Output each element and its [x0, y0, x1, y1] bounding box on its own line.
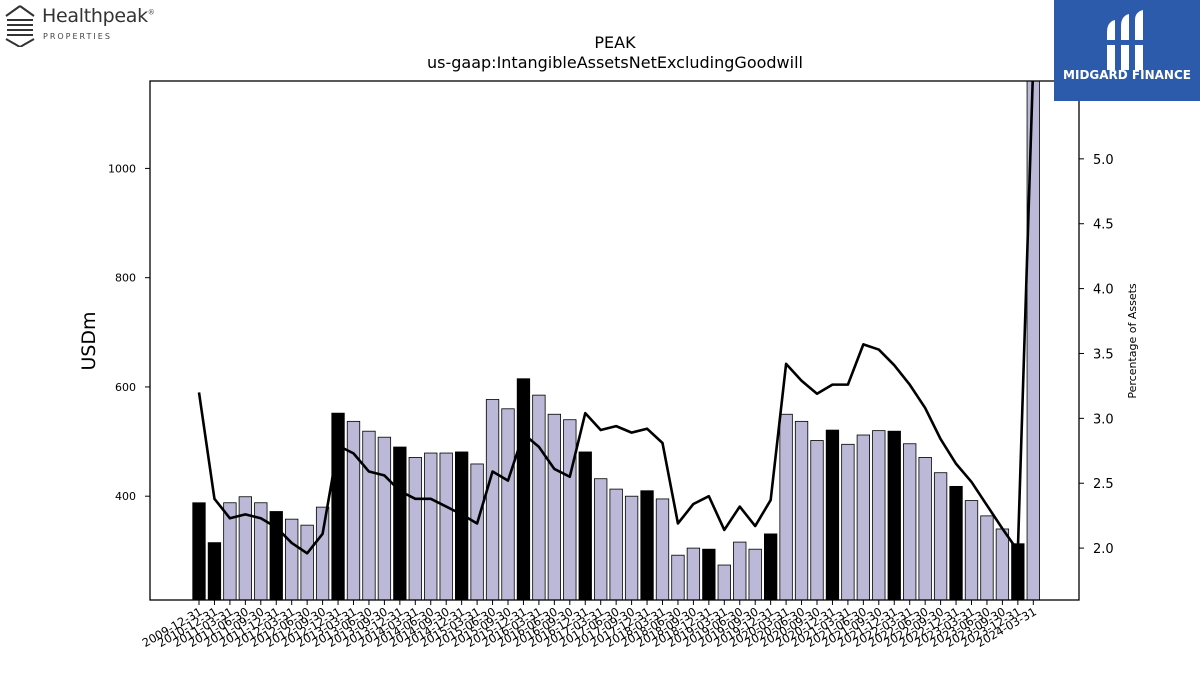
bar [470, 463, 484, 600]
bar-series [192, 81, 1040, 600]
bar [516, 378, 531, 600]
bar [377, 436, 392, 600]
percentage-line [197, 81, 1034, 555]
bar [856, 434, 870, 600]
bar [269, 511, 283, 600]
bar [717, 564, 731, 600]
chart-subtitle: us-gaap:IntangibleAssetsNetExcludingGood… [427, 53, 803, 72]
bar [949, 485, 963, 600]
bar [346, 420, 361, 600]
plot-frame [149, 80, 1080, 601]
midgard-finance-logo: MIDGARD FINANCE [1054, 0, 1200, 101]
chart-title: PEAK [594, 33, 636, 52]
y2-tick-label: 2.5 [1093, 477, 1114, 492]
bar [933, 472, 948, 600]
bar [671, 554, 685, 600]
healthpeak-name: Healthpeak® [42, 5, 155, 27]
bar [547, 413, 561, 600]
bar [285, 518, 299, 600]
bar [980, 515, 994, 600]
bar [501, 408, 515, 600]
bar [640, 490, 654, 600]
bar [825, 429, 840, 600]
y2-tick-label: 3.0 [1093, 412, 1114, 427]
bar [594, 478, 608, 600]
y-axis-right: 2.02.53.03.54.04.55.05.5 [1079, 88, 1114, 557]
healthpeak-sub: PROPERTIES [43, 32, 112, 41]
bar [207, 542, 222, 600]
bar [362, 430, 376, 600]
bar [192, 502, 206, 600]
y-tick-label: 600 [115, 381, 136, 394]
bar [439, 452, 453, 600]
midgard-mark-icon [1107, 10, 1143, 70]
building-icon [5, 5, 35, 47]
bar [315, 506, 330, 600]
bar [918, 457, 932, 600]
bar [331, 412, 345, 600]
bar [872, 430, 886, 600]
bar [609, 488, 623, 600]
bar [223, 502, 237, 600]
bar [733, 541, 747, 600]
y-tick-label: 800 [115, 272, 136, 285]
y-tick-label: 400 [115, 490, 136, 503]
bar [702, 548, 716, 600]
bar [995, 528, 1010, 600]
bar [794, 420, 809, 600]
bar [578, 451, 592, 600]
bar [532, 394, 546, 600]
y2-tick-label: 2.0 [1093, 542, 1114, 557]
bar [887, 430, 901, 600]
bar [408, 457, 422, 600]
bar [424, 452, 438, 600]
line-series [197, 81, 1034, 555]
bar [748, 548, 762, 600]
bar [563, 419, 577, 600]
y2-tick-label: 4.5 [1093, 218, 1114, 233]
bar [300, 524, 314, 600]
bar [764, 533, 778, 600]
y2-axis-label: Percentage of Assets [1126, 283, 1139, 399]
x-axis: 2009-12-312010-12-312011-03-312011-06-30… [140, 600, 1039, 650]
bar [964, 500, 979, 600]
bar [485, 399, 500, 600]
midgard-finance-name: MIDGARD FINANCE [1063, 68, 1191, 82]
bar [779, 413, 793, 600]
y2-tick-label: 5.0 [1093, 153, 1114, 168]
y-axis-left: 400 600 800 1000 [108, 162, 150, 503]
bar [254, 502, 268, 600]
bar [1011, 543, 1025, 600]
y2-tick-label: 3.5 [1093, 347, 1114, 362]
bar [624, 495, 639, 600]
healthpeak-logo: Healthpeak® PROPERTIES [4, 5, 174, 49]
bar [238, 496, 253, 600]
bar [810, 440, 824, 600]
bar [841, 443, 855, 600]
bar [655, 498, 670, 600]
y-tick-label: 1000 [108, 162, 136, 175]
bar [454, 451, 469, 600]
bar [1026, 81, 1040, 600]
y-axis-label: USDm [78, 311, 100, 370]
bar [393, 446, 407, 600]
y2-tick-label: 4.0 [1093, 283, 1114, 298]
bar [686, 547, 701, 600]
bar [903, 443, 917, 600]
